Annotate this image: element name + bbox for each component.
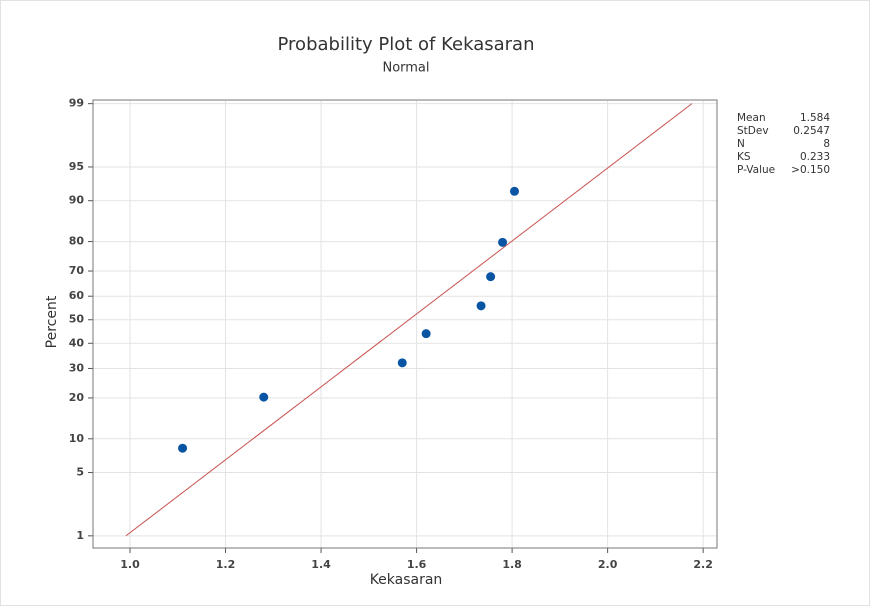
- x-axis-label: Kekasaran: [370, 572, 443, 588]
- x-tick-label: 2.0: [598, 558, 618, 571]
- stat-value: 0.2547: [793, 125, 830, 137]
- point: [178, 443, 188, 453]
- stat-label: StDev: [737, 125, 769, 137]
- stat-value: >0.150: [791, 164, 830, 176]
- y-tick-label: 99: [69, 97, 84, 110]
- x-tick-label: 2.2: [693, 558, 713, 571]
- chart-subtitle: Normal: [382, 61, 429, 76]
- y-tick-label: 90: [69, 194, 85, 207]
- stat-value: 0.233: [800, 151, 830, 163]
- stat-value: 8: [823, 138, 830, 150]
- y-tick-label: 30: [69, 361, 85, 374]
- y-tick-label: 20: [69, 391, 85, 404]
- y-tick-label: 1: [76, 529, 84, 542]
- y-axis-label: Percent: [44, 295, 60, 348]
- x-tick-label: 1.2: [216, 558, 236, 571]
- point: [259, 392, 269, 402]
- plot-border: [92, 99, 718, 549]
- point: [486, 272, 496, 282]
- y-tick-label: 60: [69, 289, 85, 302]
- point: [397, 358, 407, 368]
- x-tick-label: 1.0: [120, 558, 140, 571]
- x-tick-label: 1.6: [407, 558, 427, 571]
- x-tick-label: 1.8: [502, 558, 522, 571]
- point: [498, 237, 508, 247]
- y-tick-label: 50: [69, 313, 85, 326]
- stat-label: KS: [737, 151, 751, 163]
- y-tick-label: 70: [69, 264, 85, 277]
- x-tick-label: 1.4: [311, 558, 331, 571]
- point: [421, 329, 431, 339]
- fit-line: [125, 103, 693, 537]
- stat-label: P-Value: [737, 164, 775, 176]
- stat-label: Mean: [737, 112, 766, 124]
- point: [509, 186, 519, 196]
- y-tick-label: 40: [69, 336, 85, 349]
- y-tick-label: 80: [69, 235, 85, 248]
- chart-title: Probability Plot of Kekasaran: [278, 34, 535, 55]
- y-tick-label: 95: [69, 160, 84, 173]
- point: [476, 301, 486, 311]
- stat-label: N: [737, 138, 745, 150]
- y-tick-label: 10: [69, 432, 85, 445]
- stat-value: 1.584: [800, 112, 830, 124]
- y-tick-label: 5: [76, 466, 84, 479]
